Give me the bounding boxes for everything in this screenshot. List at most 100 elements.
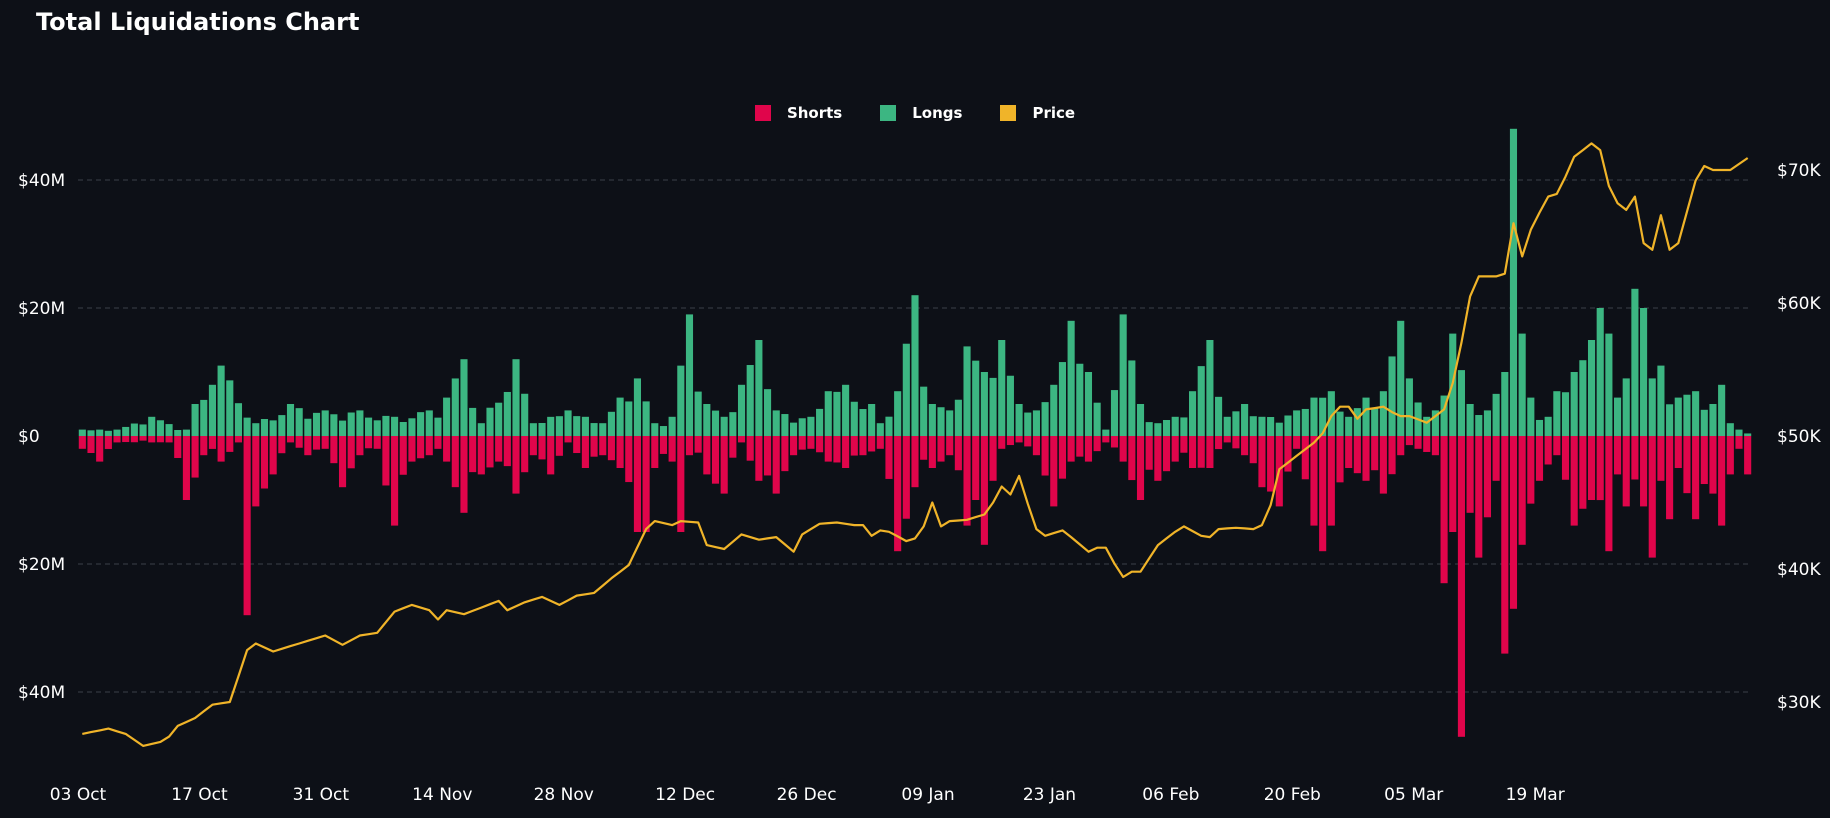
shorts-bar[interactable] bbox=[182, 436, 190, 500]
shorts-bar[interactable] bbox=[365, 436, 373, 449]
longs-bar[interactable] bbox=[1492, 393, 1500, 436]
longs-bar[interactable] bbox=[1345, 416, 1353, 436]
shorts-bar[interactable] bbox=[1032, 436, 1040, 456]
longs-bar[interactable] bbox=[1657, 365, 1665, 436]
shorts-bar[interactable] bbox=[1128, 436, 1136, 481]
longs-bar[interactable] bbox=[1215, 396, 1223, 436]
shorts-bar[interactable] bbox=[885, 436, 893, 479]
shorts-bar[interactable] bbox=[1362, 436, 1370, 481]
longs-bar[interactable] bbox=[798, 418, 806, 436]
longs-bar[interactable] bbox=[148, 416, 156, 436]
longs-bar[interactable] bbox=[521, 393, 529, 436]
shorts-bar[interactable] bbox=[746, 436, 754, 461]
longs-bar[interactable] bbox=[1570, 372, 1578, 436]
longs-bar[interactable] bbox=[1596, 308, 1604, 436]
shorts-bar[interactable] bbox=[1015, 436, 1023, 443]
longs-bar[interactable] bbox=[1475, 415, 1483, 436]
shorts-bar[interactable] bbox=[243, 436, 251, 616]
shorts-bar[interactable] bbox=[1232, 436, 1240, 449]
longs-bar[interactable] bbox=[937, 407, 945, 436]
shorts-bar[interactable] bbox=[191, 436, 199, 478]
longs-bar[interactable] bbox=[1232, 411, 1240, 436]
shorts-bar[interactable] bbox=[1666, 436, 1674, 520]
longs-bar[interactable] bbox=[373, 420, 381, 436]
longs-bar[interactable] bbox=[1267, 416, 1275, 436]
longs-bar[interactable] bbox=[625, 401, 633, 436]
shorts-bar[interactable] bbox=[1587, 436, 1596, 500]
shorts-bar[interactable] bbox=[599, 436, 607, 456]
shorts-bar[interactable] bbox=[555, 436, 563, 456]
longs-bar[interactable] bbox=[1180, 417, 1188, 436]
longs-bar[interactable] bbox=[833, 391, 841, 436]
longs-bar[interactable] bbox=[1336, 411, 1344, 436]
shorts-bar[interactable] bbox=[503, 436, 511, 467]
longs-bar[interactable] bbox=[1483, 410, 1492, 436]
shorts-bar[interactable] bbox=[1223, 436, 1231, 443]
shorts-bar[interactable] bbox=[200, 436, 208, 456]
longs-bar[interactable] bbox=[365, 417, 373, 436]
longs-bar[interactable] bbox=[1587, 340, 1596, 436]
shorts-bar[interactable] bbox=[1527, 436, 1535, 504]
shorts-bar[interactable] bbox=[1353, 436, 1361, 474]
longs-bar[interactable] bbox=[1509, 128, 1518, 437]
shorts-bar[interactable] bbox=[1206, 436, 1214, 468]
longs-bar[interactable] bbox=[1405, 378, 1413, 436]
shorts-bar[interactable] bbox=[1726, 436, 1734, 475]
shorts-bar[interactable] bbox=[1249, 436, 1257, 464]
shorts-bar[interactable] bbox=[286, 436, 295, 443]
shorts-bar[interactable] bbox=[1735, 436, 1743, 449]
longs-bar[interactable] bbox=[156, 420, 164, 436]
longs-bar[interactable] bbox=[503, 391, 511, 436]
shorts-bar[interactable] bbox=[1492, 436, 1500, 481]
shorts-bar[interactable] bbox=[312, 436, 321, 450]
shorts-bar[interactable] bbox=[1414, 436, 1422, 449]
shorts-bar[interactable] bbox=[1301, 436, 1309, 480]
shorts-bar[interactable] bbox=[1648, 436, 1656, 558]
shorts-bar[interactable] bbox=[763, 436, 772, 476]
longs-bar[interactable] bbox=[286, 404, 295, 436]
shorts-bar[interactable] bbox=[1284, 436, 1292, 472]
longs-bar[interactable] bbox=[399, 422, 407, 436]
longs-bar[interactable] bbox=[1310, 397, 1318, 436]
longs-bar[interactable] bbox=[1058, 362, 1067, 436]
longs-bar[interactable] bbox=[243, 417, 251, 436]
shorts-bar[interactable] bbox=[651, 436, 659, 468]
shorts-bar[interactable] bbox=[295, 436, 303, 448]
longs-bar[interactable] bbox=[1666, 404, 1674, 436]
longs-bar[interactable] bbox=[278, 415, 286, 436]
longs-bar[interactable] bbox=[434, 417, 442, 436]
shorts-bar[interactable] bbox=[564, 436, 572, 443]
shorts-bar[interactable] bbox=[685, 436, 694, 456]
longs-bar[interactable] bbox=[642, 401, 650, 436]
shorts-bar[interactable] bbox=[816, 436, 824, 453]
shorts-bar[interactable] bbox=[850, 436, 858, 456]
shorts-bar[interactable] bbox=[495, 436, 503, 462]
shorts-bar[interactable] bbox=[1622, 436, 1630, 507]
longs-bar[interactable] bbox=[651, 423, 659, 436]
shorts-bar[interactable] bbox=[1119, 436, 1127, 462]
longs-bar[interactable] bbox=[495, 402, 503, 436]
longs-bar[interactable] bbox=[87, 430, 95, 436]
longs-bar[interactable] bbox=[1223, 416, 1231, 436]
longs-bar[interactable] bbox=[1197, 366, 1205, 436]
longs-bar[interactable] bbox=[226, 380, 234, 436]
shorts-bar[interactable] bbox=[1631, 436, 1639, 480]
shorts-bar[interactable] bbox=[1058, 436, 1067, 479]
shorts-bar[interactable] bbox=[711, 436, 720, 484]
shorts-bar[interactable] bbox=[720, 436, 728, 494]
longs-bar[interactable] bbox=[1136, 404, 1145, 436]
shorts-bar[interactable] bbox=[96, 436, 104, 462]
longs-bar[interactable] bbox=[1032, 410, 1040, 436]
longs-bar[interactable] bbox=[260, 419, 269, 436]
shorts-bar[interactable] bbox=[399, 436, 407, 475]
shorts-bar[interactable] bbox=[1050, 436, 1058, 507]
longs-bar[interactable] bbox=[1110, 390, 1119, 436]
shorts-bar[interactable] bbox=[434, 436, 442, 449]
longs-bar[interactable] bbox=[1015, 404, 1023, 436]
longs-bar[interactable] bbox=[1258, 416, 1266, 436]
shorts-bar[interactable] bbox=[1553, 436, 1561, 456]
shorts-bar[interactable] bbox=[512, 436, 520, 494]
longs-bar[interactable] bbox=[902, 343, 910, 436]
longs-bar[interactable] bbox=[1171, 416, 1179, 436]
shorts-bar[interactable] bbox=[590, 436, 598, 457]
